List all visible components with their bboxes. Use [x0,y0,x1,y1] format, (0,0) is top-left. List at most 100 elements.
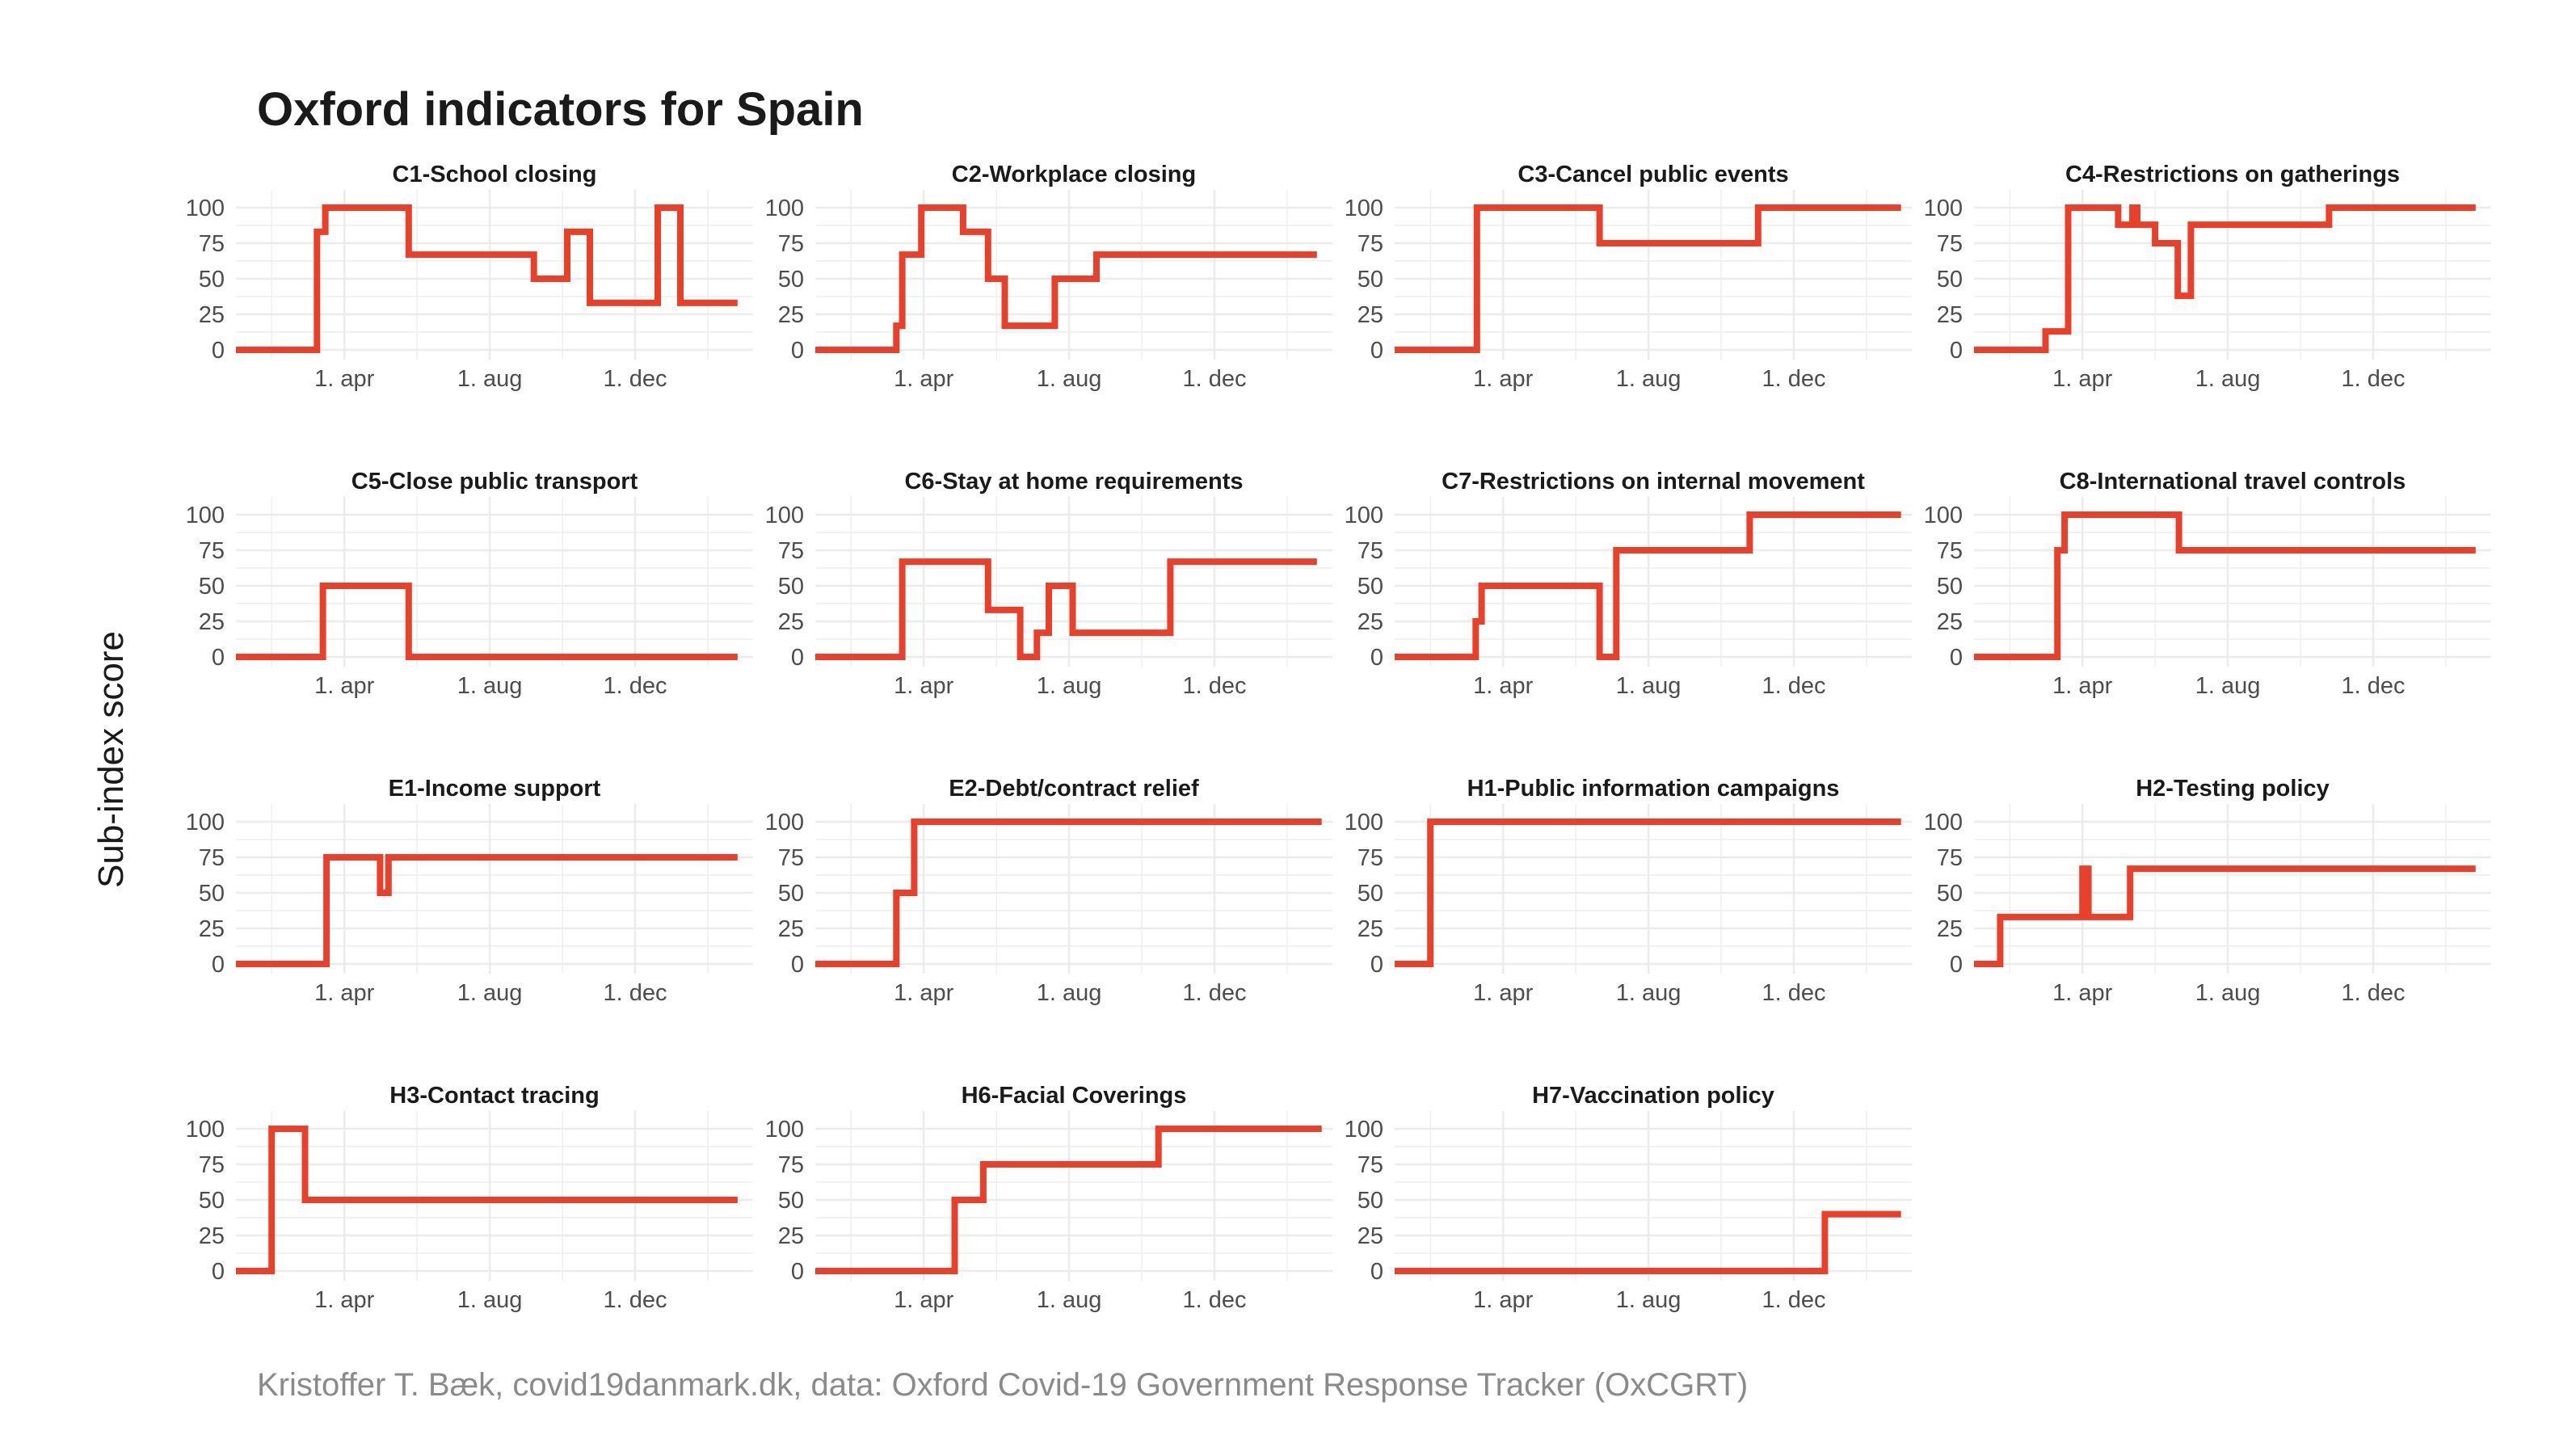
y-tick-label: 100 [765,810,804,835]
y-tick-label: 25 [1937,916,1963,942]
facet-panel: C1-School closing 0 25 50 75 100 1. apr 1. aug 1… [186,162,753,392]
series-line [236,204,738,353]
y-tick-label: 75 [199,538,225,564]
facet-title: H6-Facial Coverings [962,1083,1187,1109]
y-tick-label: 50 [1357,267,1383,293]
facet-title: E2-Debt/contract relief [949,776,1199,802]
y-tick-label: 25 [1357,1223,1383,1249]
y-tick-label: 50 [199,574,225,600]
facet-title: H7-Vaccination policy [1532,1083,1774,1109]
facet-title: C5-Close public transport [351,469,638,495]
x-tick-label: 1. apr [894,1287,953,1313]
x-tick-label: 1. aug [2195,366,2261,392]
y-tick-label: 0 [791,338,804,364]
caption: Kristoffer T. Bæk, covid19danmark.dk, da… [257,1367,1749,1403]
y-tick-label: 0 [212,952,225,978]
x-tick-label: 1. dec [2342,673,2406,699]
x-tick-label: 1. apr [1473,1287,1533,1313]
y-tick-label: 0 [1370,645,1383,671]
y-tick-label: 0 [212,338,225,364]
y-tick-label: 50 [1357,1188,1383,1214]
y-tick-label: 100 [1345,503,1383,528]
facet-panel: C7-Restrictions on internal movement 0 25 5… [1345,469,1912,699]
y-tick-label: 0 [212,1259,225,1285]
y-tick-label: 25 [1357,609,1383,635]
y-tick-label: 50 [199,881,225,907]
y-tick-label: 75 [1357,538,1383,564]
y-tick-label: 0 [212,645,225,671]
y-tick-label: 50 [778,574,804,600]
y-tick-label: 25 [199,1223,225,1249]
y-tick-label: 0 [791,645,804,671]
facet-panel: C8-International travel controls 0 25 50 75 1… [1924,469,2491,699]
series-line [1974,204,2476,353]
x-tick-label: 1. aug [1037,980,1102,1006]
y-tick-label: 75 [199,845,225,871]
x-tick-label: 1. aug [1616,673,1682,699]
facet-panel: C6-Stay at home requirements 0 25 50 75 100 1.… [765,469,1332,699]
x-tick-label: 1. aug [1616,980,1682,1006]
y-tick-label: 75 [778,538,804,564]
y-tick-label: 100 [1345,196,1383,221]
y-tick-label: 25 [1357,916,1383,942]
series-line [815,558,1317,660]
y-tick-label: 25 [199,302,225,328]
y-tick-label: 50 [199,267,225,293]
series-line [236,854,738,967]
series-line [1974,511,2476,660]
y-tick-label: 50 [778,1188,804,1214]
x-tick-label: 1. dec [604,1287,667,1313]
facet-title: C4-Restrictions on gatherings [2065,162,2400,187]
x-tick-label: 1. apr [894,980,953,1006]
y-tick-label: 25 [1357,302,1383,328]
y-tick-label: 100 [765,503,804,528]
facet-panel: C2-Workplace closing 0 25 50 75 100 1. apr 1. a… [765,162,1332,392]
y-tick-label: 25 [1937,302,1963,328]
y-tick-label: 50 [1357,574,1383,600]
y-tick-label: 100 [1345,810,1383,835]
y-tick-label: 75 [1357,845,1383,871]
x-tick-label: 1. aug [1037,673,1102,699]
x-tick-label: 1. dec [2342,366,2406,392]
y-tick-label: 0 [791,952,804,978]
y-tick-label: 0 [1950,338,1963,364]
x-tick-label: 1. aug [457,1287,523,1313]
x-tick-label: 1. aug [1616,1287,1682,1313]
y-tick-label: 50 [778,267,804,293]
series-line [1395,204,1901,353]
facet-title: H1-Public information campaigns [1467,776,1840,802]
y-tick-label: 0 [1370,952,1383,978]
facet-title: C3-Cancel public events [1517,162,1788,187]
y-tick-label: 100 [765,1117,804,1143]
y-tick-label: 25 [199,916,225,942]
y-tick-label: 75 [199,231,225,257]
y-tick-label: 25 [199,609,225,635]
series-line [1395,511,1901,660]
x-tick-label: 1. apr [314,673,374,699]
y-tick-label: 100 [186,1117,225,1143]
x-tick-label: 1. aug [457,673,523,699]
x-tick-label: 1. aug [2195,980,2261,1006]
x-tick-label: 1. aug [1616,366,1682,392]
y-tick-label: 25 [778,916,804,942]
x-tick-label: 1. dec [1762,1287,1826,1313]
y-tick-label: 75 [778,845,804,871]
y-tick-label: 100 [186,810,225,835]
x-tick-label: 1. apr [1473,366,1533,392]
chart-title: Oxford indicators for Spain [257,83,864,136]
x-tick-label: 1. aug [1037,1287,1102,1313]
series-line [815,819,1322,967]
facet-title: H3-Contact tracing [389,1083,599,1109]
y-tick-label: 100 [1345,1117,1383,1143]
y-tick-label: 75 [199,1152,225,1178]
y-tick-label: 50 [1357,881,1383,907]
y-tick-label: 50 [1937,574,1963,600]
facet-title: H2-Testing policy [2136,776,2330,802]
y-tick-label: 0 [1950,952,1963,978]
x-tick-label: 1. dec [2342,980,2406,1006]
facet-panel: E1-Income support 0 25 50 75 100 1. apr 1. aug 1… [186,776,753,1006]
y-tick-label: 25 [778,302,804,328]
facet-title: C1-School closing [393,162,597,187]
x-tick-label: 1. apr [2052,366,2112,392]
